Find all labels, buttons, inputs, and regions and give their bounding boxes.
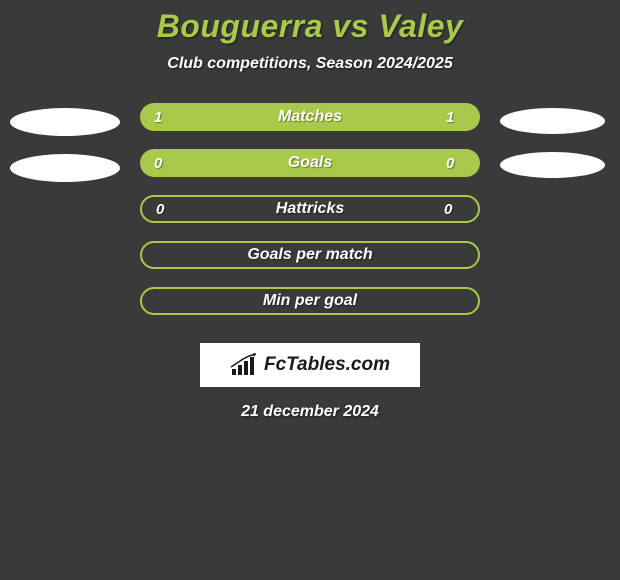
player-silhouette-icon <box>500 152 605 178</box>
player-silhouette-icon <box>10 154 120 182</box>
right-player-col <box>500 103 610 196</box>
subtitle: Club competitions, Season 2024/2025 <box>0 55 620 73</box>
left-player-col <box>10 103 120 200</box>
player-silhouette-icon <box>500 108 605 134</box>
stat-label: Goals <box>288 154 332 172</box>
stat-label: Min per goal <box>263 292 357 310</box>
date-label: 21 december 2024 <box>0 403 620 421</box>
stat-right-value: 0 <box>444 201 464 218</box>
player-silhouette-icon <box>10 108 120 136</box>
branding-box[interactable]: FcTables.com <box>200 343 420 387</box>
stat-left-value: 0 <box>154 155 174 172</box>
page-title: Bouguerra vs Valey <box>0 8 620 45</box>
branding-text: FcTables.com <box>264 354 390 376</box>
stat-right-value: 1 <box>446 109 466 126</box>
stat-row-goals: 0 Goals 0 <box>140 149 480 177</box>
stat-row-matches: 1 Matches 1 <box>140 103 480 131</box>
main-container: Bouguerra vs Valey Club competitions, Se… <box>0 0 620 421</box>
stat-left-value: 0 <box>156 201 176 218</box>
stat-label: Hattricks <box>276 200 344 218</box>
stat-row-hattricks: 0 Hattricks 0 <box>140 195 480 223</box>
stat-left-value: 1 <box>154 109 174 126</box>
stat-row-goals-per-match: Goals per match <box>140 241 480 269</box>
stats-column: 1 Matches 1 0 Goals 0 0 Hattricks 0 Goal… <box>140 103 480 333</box>
stat-label: Matches <box>278 108 342 126</box>
stat-label: Goals per match <box>247 246 372 264</box>
chart-icon <box>230 353 258 377</box>
stats-wrapper: 1 Matches 1 0 Goals 0 0 Hattricks 0 Goal… <box>0 103 620 333</box>
stat-right-value: 0 <box>446 155 466 172</box>
stat-row-min-per-goal: Min per goal <box>140 287 480 315</box>
